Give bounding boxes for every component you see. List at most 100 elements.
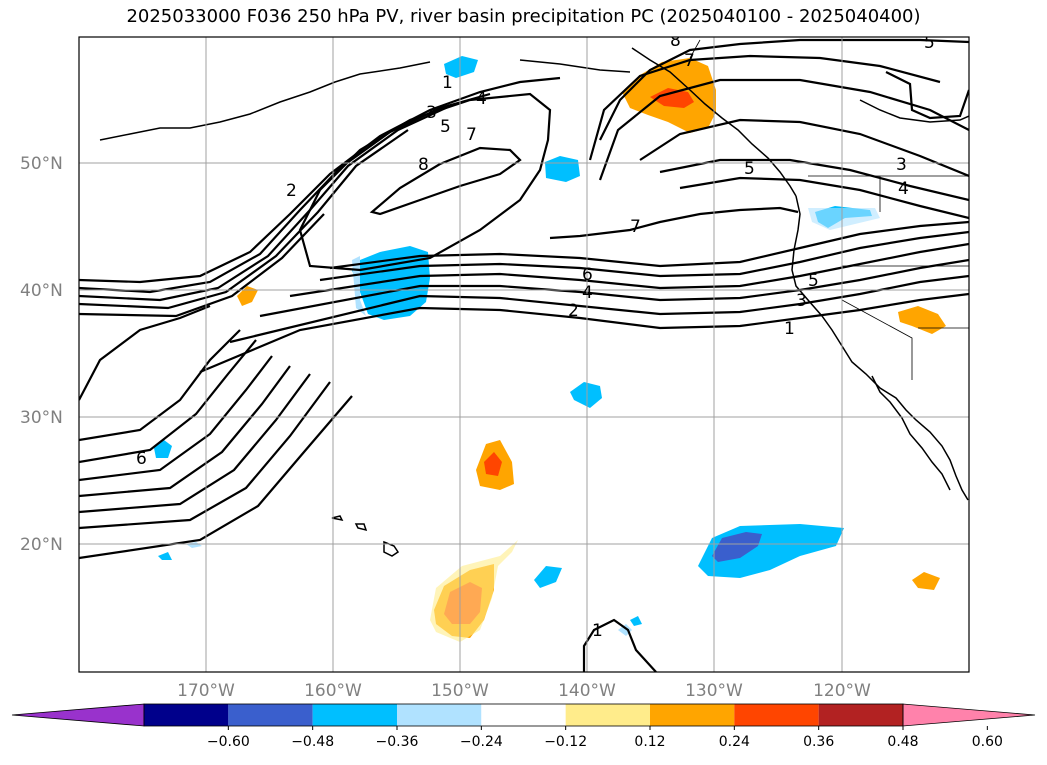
- colorbar-frame: [143, 703, 904, 727]
- precip-shading: [154, 56, 946, 642]
- pv-contour-subtropic-4: [79, 365, 291, 498]
- shade-hawaii-south-edge: [430, 540, 518, 642]
- colorbar-segment: [650, 704, 735, 726]
- colorbar-extend-low: [11, 703, 145, 727]
- pv-contour-ridge-alaska-2: [588, 54, 941, 161]
- colorbar-ticks: −0.60 −0.48 −0.36 −0.24 −0.12 0.12 0.24 0.36 0.4…: [207, 726, 1003, 750]
- colorbar-segment: [565, 704, 650, 726]
- pv-contour-ridge-alaska-1: [599, 38, 969, 141]
- coastline-baja: [871, 375, 951, 491]
- pv-contour-5: [79, 213, 325, 318]
- coastline-west-coast: [791, 195, 969, 501]
- pv-contour-ridge-alaska-6: [679, 176, 969, 220]
- shade-north-pacific-negative: [352, 246, 430, 320]
- contour-labels: 1 4 3 5 7 8 2 7 6 4 2 5 3 1 5 8 7 3 4 5 …: [136, 31, 935, 641]
- contour-label-4-b: 4: [582, 283, 593, 303]
- pv-contour-3: [79, 105, 451, 302]
- lon-label-120w: 120°W: [813, 681, 871, 701]
- shade-hawaii-north-core: [484, 452, 502, 476]
- shade-baja-positive: [912, 572, 940, 590]
- contour-label-5-a: 5: [440, 117, 451, 137]
- coastlines: [99, 47, 969, 557]
- coastline-hawaii-small-2: [331, 515, 344, 522]
- pv-contour-trough-west: [79, 304, 211, 401]
- coastline-hawaii-big: [383, 540, 400, 557]
- contour-label-5-d: 5: [744, 159, 755, 179]
- contour-label-1-c: 1: [592, 621, 603, 641]
- coastline-alaska-peninsula: [99, 61, 431, 141]
- plot-area: 1 4 3 5 7 8 2 7 6 4 2 5 3 1 5 8 7 3 4 5 …: [79, 31, 969, 672]
- coastline-alaska-south: [519, 59, 631, 73]
- lon-label-130w: 130°W: [685, 681, 743, 701]
- pv-contours: [79, 38, 969, 672]
- contour-label-6-a: 6: [582, 265, 593, 285]
- pv-contour-ridge-alaska-5: [659, 158, 969, 202]
- coastline-alaska-panhandle: [631, 47, 797, 197]
- contour-label-2-b: 2: [568, 301, 579, 321]
- contour-label-7-a: 7: [466, 125, 477, 145]
- shade-dateline-positive: [237, 286, 258, 306]
- shade-small-negative-4: [630, 616, 642, 626]
- colorbar-segment: [481, 704, 566, 726]
- pv-contour-jet-1: [199, 292, 969, 374]
- colorbar-segment: [734, 704, 819, 726]
- shade-31n-negative: [570, 382, 602, 408]
- coastline-hudson-region: [859, 99, 969, 123]
- lon-label-150w: 150°W: [431, 681, 489, 701]
- contour-label-6-b: 6: [136, 449, 147, 469]
- pv-contour-4: [79, 129, 409, 310]
- lat-label-50n: 50°N: [20, 154, 63, 174]
- pv-contour-subtropic-6: [79, 381, 331, 530]
- lon-label-160w: 160°W: [304, 681, 362, 701]
- shade-alaska-core: [650, 88, 694, 108]
- colorbar-tick-label: −0.48: [291, 734, 334, 750]
- contour-label-5-b: 5: [808, 271, 819, 291]
- shade-20n-negative-core: [712, 532, 762, 562]
- contour-label-8-a: 8: [418, 155, 429, 175]
- lat-label-20n: 20°N: [20, 535, 63, 555]
- colorbar-tick-label: 0.48: [887, 734, 918, 750]
- lat-labels: 50°N 40°N 30°N 20°N: [20, 154, 63, 555]
- pv-contour-rockies: [885, 71, 969, 120]
- pv-contour-subtropic-1: [79, 329, 241, 442]
- lat-label-40n: 40°N: [20, 281, 63, 301]
- contour-label-8-b: 8: [670, 31, 681, 51]
- pv-contour-closed-7: [549, 206, 799, 240]
- colorbar-tick-label: −0.60: [207, 734, 250, 750]
- shade-great-basin-positive: [898, 306, 946, 334]
- colorbar-tick-label: −0.24: [460, 734, 503, 750]
- contour-label-4-a: 4: [476, 89, 487, 109]
- colorbar: −0.60 −0.48 −0.36 −0.24 −0.12 0.12 0.24 0.36 0.4…: [11, 703, 1036, 750]
- shade-small-negative-1: [158, 552, 172, 560]
- pv-contour-subtropic-5: [79, 373, 311, 514]
- contour-label-5-c: 5: [924, 33, 935, 53]
- contour-label-7-c: 7: [684, 51, 695, 71]
- contour-label-7-b: 7: [630, 217, 641, 237]
- colorbar-tick-label: 0.36: [803, 734, 834, 750]
- pv-contour-subtropic-7: [79, 395, 353, 560]
- colorbar-extend-high: [902, 703, 1036, 727]
- pv-contour-8-closed: [369, 146, 522, 216]
- contour-label-4-c: 4: [898, 179, 909, 199]
- lon-label-140w: 140°W: [558, 681, 616, 701]
- lon-labels: 170°W 160°W 150°W 140°W 130°W 120°W: [177, 681, 871, 701]
- contour-label-3-c: 3: [896, 155, 907, 175]
- colorbar-segment: [228, 704, 313, 726]
- colorbar-segment: [144, 704, 229, 726]
- map-title: 2025033000 F036 250 hPa PV, river basin …: [126, 6, 921, 27]
- pv-contour-subtropic-2: [79, 339, 257, 464]
- colorbar-tick-label: −0.36: [376, 734, 419, 750]
- colorbar-tick-label: 0.12: [634, 734, 665, 750]
- colorbar-segments: [11, 703, 1036, 727]
- colorbar-tick-label: 0.24: [719, 734, 750, 750]
- colorbar-tick-label: −0.12: [544, 734, 587, 750]
- contour-label-3-b: 3: [796, 291, 807, 311]
- contour-label-1-a: 1: [442, 73, 453, 93]
- pv-contour-subtropic-3: [79, 355, 273, 482]
- graticule: [79, 37, 969, 672]
- contour-label-1-b: 1: [784, 319, 795, 339]
- pv-contour-1-south: [79, 76, 561, 284]
- contour-label-2-a: 2: [286, 181, 297, 201]
- pv-contour-ridge-alaska-4: [639, 118, 969, 178]
